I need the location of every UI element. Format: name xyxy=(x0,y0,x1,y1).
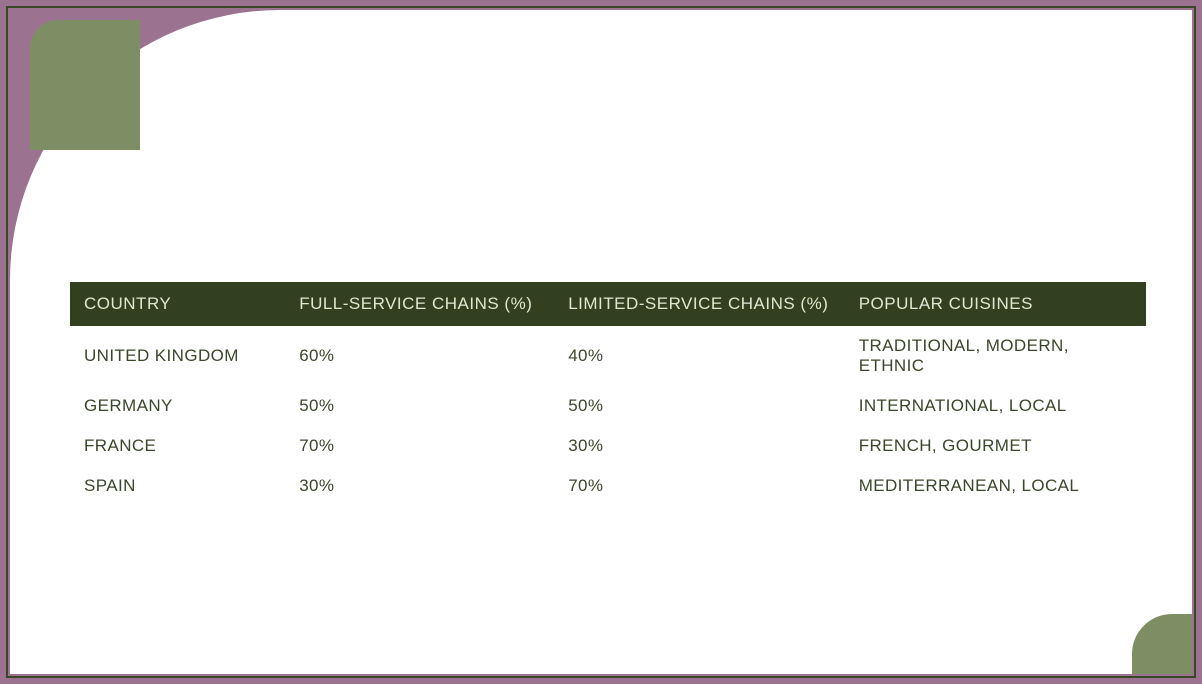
cell-full-service: 30% xyxy=(285,466,554,506)
cell-country: UNITED KINGDOM xyxy=(70,326,285,386)
table-container: COUNTRY FULL-SERVICE CHAINS (%) LIMITED-… xyxy=(70,282,1146,506)
table-row: SPAIN 30% 70% MEDITERRANEAN, LOCAL xyxy=(70,466,1146,506)
cell-cuisines: TRADITIONAL, MODERN, ETHNIC xyxy=(845,326,1146,386)
cell-limited-service: 30% xyxy=(554,426,845,466)
cell-full-service: 70% xyxy=(285,426,554,466)
cell-full-service: 60% xyxy=(285,326,554,386)
cell-country: GERMANY xyxy=(70,386,285,426)
cell-country: SPAIN xyxy=(70,466,285,506)
table-row: UNITED KINGDOM 60% 40% TRADITIONAL, MODE… xyxy=(70,326,1146,386)
table-header-row: COUNTRY FULL-SERVICE CHAINS (%) LIMITED-… xyxy=(70,282,1146,326)
cell-cuisines: MEDITERRANEAN, LOCAL xyxy=(845,466,1146,506)
col-header-country: COUNTRY xyxy=(70,282,285,326)
col-header-limited-service: LIMITED-SERVICE CHAINS (%) xyxy=(554,282,845,326)
cell-limited-service: 40% xyxy=(554,326,845,386)
cell-country: FRANCE xyxy=(70,426,285,466)
decorative-square-top-left xyxy=(30,20,140,150)
data-table: COUNTRY FULL-SERVICE CHAINS (%) LIMITED-… xyxy=(70,282,1146,506)
cell-limited-service: 70% xyxy=(554,466,845,506)
table-row: FRANCE 70% 30% FRENCH, GOURMET xyxy=(70,426,1146,466)
cell-cuisines: INTERNATIONAL, LOCAL xyxy=(845,386,1146,426)
cell-full-service: 50% xyxy=(285,386,554,426)
col-header-cuisines: POPULAR CUISINES xyxy=(845,282,1146,326)
col-header-full-service: FULL-SERVICE CHAINS (%) xyxy=(285,282,554,326)
cell-cuisines: FRENCH, GOURMET xyxy=(845,426,1146,466)
table-row: GERMANY 50% 50% INTERNATIONAL, LOCAL xyxy=(70,386,1146,426)
cell-limited-service: 50% xyxy=(554,386,845,426)
